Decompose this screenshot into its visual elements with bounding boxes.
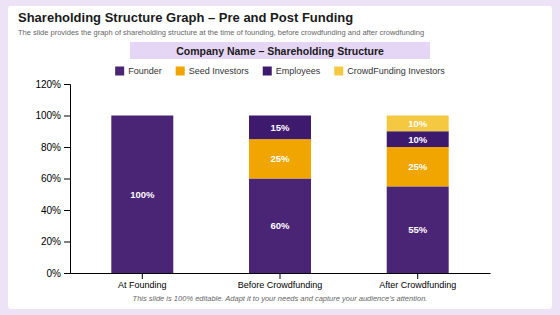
tick-label: After Crowdfunding xyxy=(379,280,456,290)
legend-swatch xyxy=(176,67,185,76)
tick: 80% xyxy=(41,142,70,153)
tick-label: Before Crowdfunding xyxy=(238,280,323,290)
tick: 0% xyxy=(47,268,70,279)
legend-label: Founder xyxy=(128,66,162,76)
axis-domain xyxy=(64,85,71,274)
tick-label: 40% xyxy=(41,205,61,216)
tick-mark xyxy=(142,273,143,279)
bar xyxy=(111,115,173,116)
bar xyxy=(249,139,311,178)
subtitle: The slide provides the graph of sharehol… xyxy=(18,28,424,37)
data-labels: 100% 60% 55% 25% 25% 15% 10% 10% xyxy=(130,118,428,235)
bar xyxy=(249,116,311,140)
bar xyxy=(387,116,449,132)
legend-label: CrowdFunding Investors xyxy=(347,66,445,76)
title-box xyxy=(130,42,430,59)
tick-label: 80% xyxy=(41,142,61,153)
series xyxy=(111,116,448,274)
series xyxy=(387,116,449,132)
data-label: 60% xyxy=(270,220,290,231)
legend-item: CrowdFunding Investors xyxy=(334,66,445,76)
tick-label: 0% xyxy=(47,268,62,279)
bar xyxy=(111,116,173,274)
legend-item: Employees xyxy=(263,66,321,76)
tick-mark xyxy=(64,179,70,180)
tick: 100% xyxy=(35,110,70,121)
tick-label: 60% xyxy=(41,173,61,184)
tick-mark xyxy=(280,273,281,279)
tick-label: At Founding xyxy=(118,280,167,290)
card xyxy=(8,6,552,309)
tick: 20% xyxy=(41,236,70,247)
tick-mark xyxy=(417,273,418,279)
data-label: 10% xyxy=(408,118,428,129)
series xyxy=(249,116,449,148)
legend-item: Seed Investors xyxy=(176,66,250,76)
bar xyxy=(111,115,173,116)
legend-swatch xyxy=(263,67,272,76)
legend-swatch xyxy=(115,67,124,76)
data-label: 25% xyxy=(270,153,290,164)
y-axis: 0% 20% 40% 60% 80% 100% 120% xyxy=(35,79,70,279)
data-label: 100% xyxy=(130,189,155,200)
tick: At Founding xyxy=(118,273,167,290)
legend-label: Seed Investors xyxy=(189,66,250,76)
tick-mark xyxy=(64,147,70,148)
tick-mark xyxy=(64,273,70,274)
legend-swatch xyxy=(334,67,343,76)
tick-label: 120% xyxy=(35,79,61,90)
plot: 0% 20% 40% 60% 80% 100% 120% At Founding Before … xyxy=(35,79,490,291)
legend: Founder Seed Investors Employees CrowdFundi… xyxy=(115,66,445,76)
bar xyxy=(387,186,449,273)
tick: 40% xyxy=(41,205,70,216)
tick-mark xyxy=(64,242,70,243)
legend-label: Employees xyxy=(276,66,321,76)
tick-mark xyxy=(64,116,70,117)
tick: 60% xyxy=(41,173,70,184)
tick-mark xyxy=(64,84,70,85)
annotation: This slide is 100% editable. Adapt it to… xyxy=(133,294,428,303)
tick: Before Crowdfunding xyxy=(238,273,323,290)
tick-mark xyxy=(64,210,70,211)
chart: Shareholding Structure Graph – Pre and P… xyxy=(0,0,560,315)
data-label: 10% xyxy=(408,134,428,145)
bar xyxy=(387,131,449,147)
x-axis: At Founding Before Crowdfunding After Crow… xyxy=(71,273,491,290)
data-label: 25% xyxy=(408,161,428,172)
bar xyxy=(249,115,311,116)
title: Shareholding Structure Graph – Pre and P… xyxy=(18,10,353,25)
legend-item: Founder xyxy=(115,66,162,76)
bar xyxy=(387,147,449,186)
bar xyxy=(249,179,311,274)
annotation: Company Name – Shareholding Structure xyxy=(176,45,384,57)
tick: After Crowdfunding xyxy=(379,273,456,290)
tick-label: 100% xyxy=(35,110,61,121)
data-label: 15% xyxy=(270,122,290,133)
bars xyxy=(111,116,448,274)
background xyxy=(0,0,560,315)
tick: 120% xyxy=(35,79,70,90)
bar xyxy=(111,115,173,116)
data-label: 55% xyxy=(408,224,428,235)
tick-label: 20% xyxy=(41,236,61,247)
